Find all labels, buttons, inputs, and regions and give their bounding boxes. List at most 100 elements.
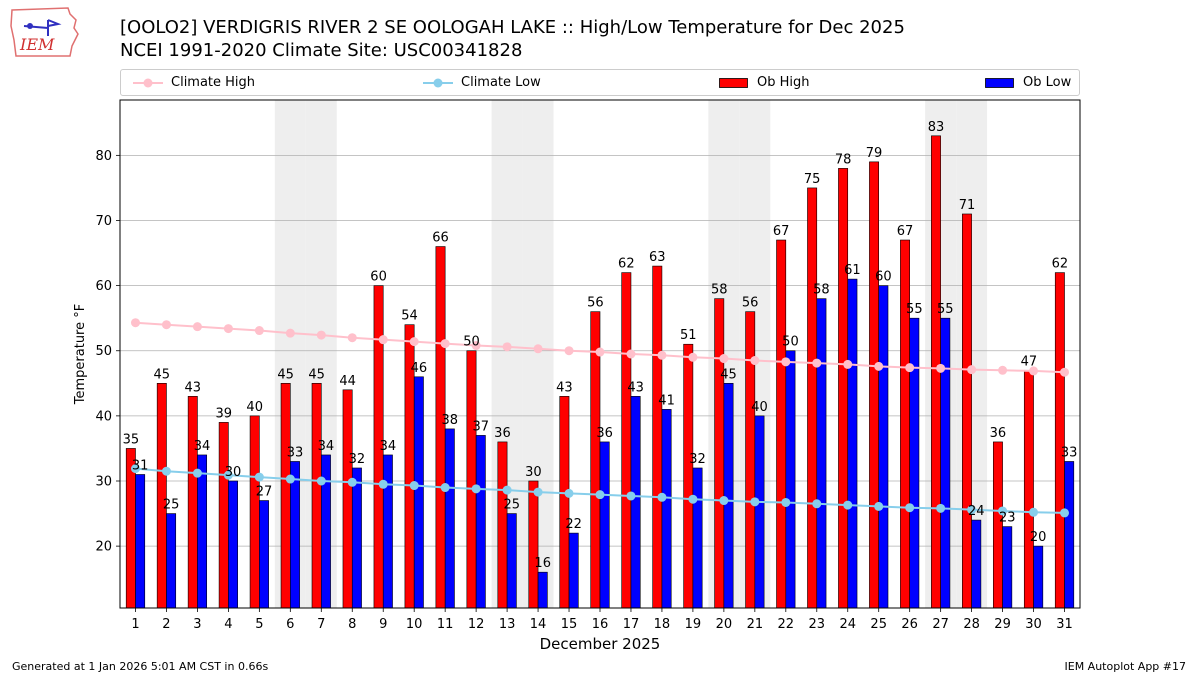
ob-low-data-label: 20: [1030, 530, 1047, 545]
ob-high-data-label: 35: [123, 432, 140, 447]
ob-high-data-label: 45: [308, 367, 325, 382]
ob-low-data-label: 36: [596, 426, 613, 441]
climate-high-point: [471, 341, 481, 351]
legend-label: Ob Low: [1023, 75, 1072, 90]
bar-ob-high: [559, 396, 570, 609]
bar-ob-low: [878, 285, 889, 609]
climate-low-point: [936, 503, 946, 513]
ob-low-data-label: 32: [349, 452, 366, 467]
climate-high-point: [626, 349, 636, 359]
climate-low-point: [626, 491, 636, 501]
legend-ob-high: Ob High: [719, 70, 810, 95]
climate-high-point: [750, 356, 760, 366]
x-tick-label: 20: [716, 617, 733, 632]
x-tick-label: 24: [839, 617, 856, 632]
bar-ob-high: [714, 298, 725, 609]
climate-low-point: [967, 505, 977, 515]
ob-low-data-label: 61: [844, 263, 861, 278]
x-tick-label: 31: [1056, 617, 1073, 632]
y-tick-label: 70: [95, 214, 112, 229]
bar-ob-low: [847, 278, 858, 609]
x-tick-label: 9: [379, 617, 387, 632]
ob-low-data-label: 60: [875, 270, 892, 285]
bar-ob-low: [940, 317, 951, 609]
ob-high-data-label: 62: [618, 257, 635, 272]
ob-high-data-label: 30: [525, 465, 542, 480]
climate-low-point: [843, 500, 853, 510]
bar-ob-low: [909, 317, 920, 609]
ob-low-data-label: 34: [380, 439, 397, 454]
ob-low-data-label: 33: [1061, 445, 1078, 460]
bar-ob-high: [156, 383, 167, 609]
ob-low-data-label: 50: [782, 335, 799, 350]
y-tick-label: 80: [95, 149, 112, 164]
bar-ob-high: [900, 239, 910, 609]
bar-ob-low: [1033, 545, 1044, 609]
bar-ob-high: [218, 422, 229, 609]
ob-low-data-label: 34: [194, 439, 211, 454]
ob-low-data-label: 31: [132, 458, 149, 473]
x-tick-label: 16: [592, 617, 609, 632]
bar-ob-low: [816, 298, 827, 609]
bar-ob-low: [166, 513, 177, 609]
bar-ob-low: [537, 571, 548, 609]
climate-low-point: [533, 487, 543, 497]
bar-ob-high: [652, 265, 663, 609]
bar-ob-low: [971, 519, 982, 609]
ob-high-data-label: 56: [742, 296, 759, 311]
x-tick-label: 19: [685, 617, 702, 632]
bar-ob-low: [568, 532, 579, 609]
ob-low-data-label: 24: [968, 504, 985, 519]
y-tick-label: 50: [95, 344, 112, 359]
climate-high-point: [719, 354, 729, 364]
climate-high-point: [812, 358, 822, 368]
x-tick-label: 4: [224, 617, 232, 632]
x-tick-label: 29: [994, 617, 1011, 632]
ob-high-data-label: 75: [804, 172, 821, 187]
ob-low-data-label: 43: [627, 380, 644, 395]
x-tick-label: 22: [778, 617, 795, 632]
bar-ob-high: [311, 383, 322, 609]
ob-low-data-label: 46: [411, 361, 428, 376]
legend-label: Climate Low: [461, 75, 541, 90]
ob-high-data-label: 66: [432, 231, 449, 246]
x-tick-label: 30: [1025, 617, 1042, 632]
bar-ob-low: [228, 480, 238, 609]
ob-high-data-label: 50: [463, 335, 480, 350]
bar-ob-high: [466, 350, 477, 609]
x-tick-label: 8: [348, 617, 356, 632]
climate-low-point: [316, 476, 326, 486]
x-tick-label: 21: [747, 617, 764, 632]
climate-low-point: [471, 484, 481, 494]
climate-low-point: [781, 497, 791, 507]
bar-ob-low: [1064, 461, 1075, 609]
bar-ob-low: [382, 454, 393, 609]
bar-ob-low: [599, 441, 610, 609]
climate-high-point: [657, 350, 667, 360]
chart-subtitle: NCEI 1991-2020 Climate Site: USC00341828: [120, 40, 523, 61]
ob-low-data-label: 58: [813, 283, 830, 298]
bar-ob-low: [630, 396, 641, 609]
ob-high-data-label: 56: [587, 296, 604, 311]
climate-high-point: [378, 335, 388, 345]
legend-label: Ob High: [757, 75, 810, 90]
ob-low-data-label: 27: [256, 485, 273, 500]
climate-high-point: [967, 365, 977, 375]
bar-ob-high: [869, 161, 880, 609]
bar-ob-low: [444, 428, 455, 609]
ob-low-data-label: 16: [534, 556, 551, 571]
x-tick-label: 15: [561, 617, 578, 632]
climate-low-point: [378, 479, 388, 489]
climate-high-point: [843, 359, 853, 369]
x-tick-label: 13: [499, 617, 516, 632]
ob-low-data-label: 30: [225, 465, 242, 480]
x-tick-label: 11: [437, 617, 454, 632]
ob-low-data-label: 34: [318, 439, 335, 454]
ob-low-data-label: 55: [937, 302, 954, 317]
climate-low-point: [657, 492, 667, 502]
x-tick-label: 10: [406, 617, 423, 632]
ob-high-data-label: 83: [928, 120, 945, 135]
bar-ob-low: [290, 461, 300, 609]
legend-ob-low: Ob Low: [985, 70, 1071, 95]
